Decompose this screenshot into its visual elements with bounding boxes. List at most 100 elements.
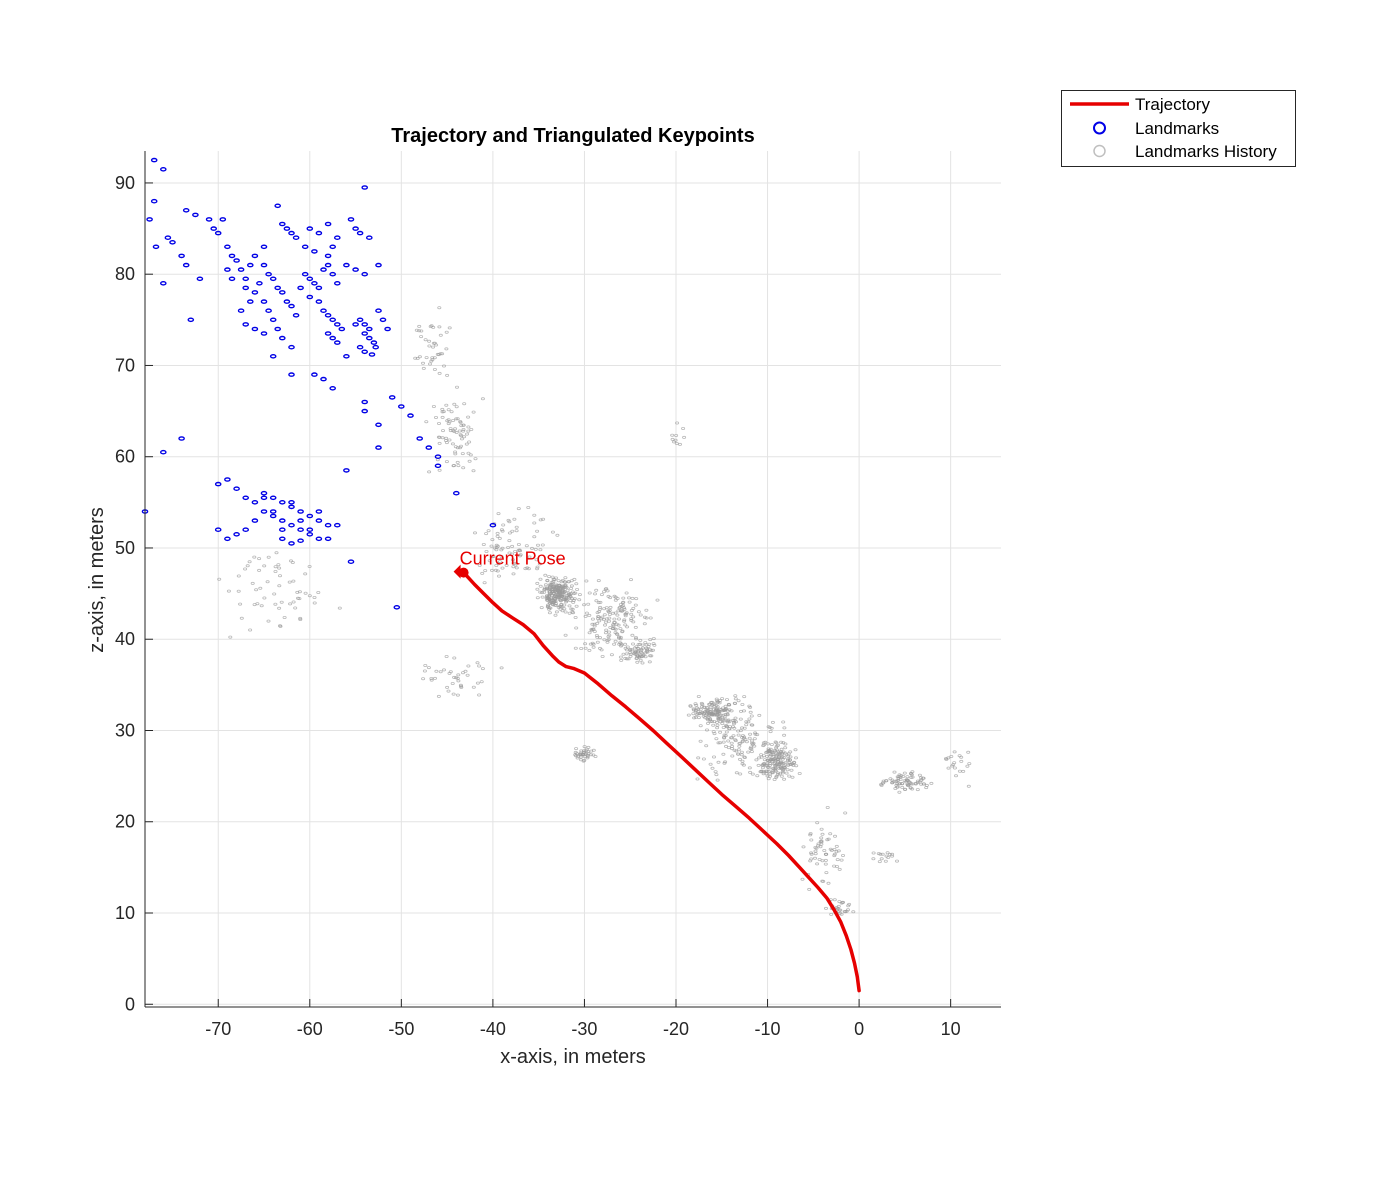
landmarks-history-point — [726, 709, 731, 713]
landmarks-history-point — [884, 854, 889, 858]
landmarks-history-point — [670, 433, 675, 437]
landmarks-history-markers — [217, 306, 972, 916]
landmarks-history-point — [733, 716, 738, 720]
landmarks-history-point — [711, 723, 716, 727]
landmarks-history-point — [790, 775, 795, 779]
landmark-point — [306, 513, 314, 519]
landmarks-history-point — [695, 777, 700, 781]
landmarks-history-point — [952, 761, 957, 765]
landmarks-history-point — [628, 652, 633, 656]
landmarks-history-point — [272, 592, 277, 596]
landmark-point — [269, 276, 277, 282]
landmarks-history-point — [540, 595, 545, 599]
chart-title: Trajectory and Triangulated Keypoints — [391, 125, 754, 147]
landmarks-history-point — [277, 624, 282, 628]
landmarks-history-point — [629, 618, 634, 622]
landmarks-history-point — [423, 338, 428, 342]
landmarks-history-point — [414, 328, 419, 332]
landmarks-history-point — [821, 879, 826, 883]
landmarks-history-point — [624, 652, 629, 656]
landmarks-history-point — [583, 642, 588, 646]
landmarks-history-point — [456, 673, 461, 677]
landmarks-history-point — [446, 689, 451, 693]
landmarks-history-point — [262, 564, 267, 568]
x-tick-label: -20 — [663, 1019, 689, 1039]
landmarks-history-point — [716, 760, 721, 764]
landmark-point — [372, 344, 380, 350]
landmarks-history-point — [675, 421, 680, 425]
legend: Trajectory Landmarks Landmarks History — [1061, 90, 1296, 167]
landmarks-history-point — [601, 618, 606, 622]
landmark-point — [288, 372, 295, 377]
landmark-point — [192, 212, 199, 218]
landmarks-history-point — [646, 645, 651, 649]
landmarks-history-point — [255, 602, 260, 606]
landmarks-history-point — [602, 613, 607, 617]
landmarks-history-point — [640, 646, 645, 650]
landmarks-history-point — [500, 529, 505, 533]
landmarks-history-point — [636, 610, 641, 614]
landmarks-history-point — [766, 742, 771, 746]
landmarks-history-point — [479, 680, 484, 684]
landmarks-history-point — [784, 753, 789, 757]
landmarks-history-point — [446, 418, 451, 422]
landmarks-history-point — [905, 775, 910, 779]
landmarks-history-point — [444, 347, 449, 351]
landmarks-history-point — [808, 833, 813, 837]
landmarks-history-point — [266, 555, 271, 559]
landmarks-history-point — [432, 676, 437, 680]
landmarks-history-point — [740, 726, 745, 730]
landmarks-history-point — [239, 616, 244, 620]
landmark-point — [224, 477, 231, 482]
landmarks-history-point — [617, 617, 622, 621]
landmarks-history-point — [780, 767, 785, 771]
landmark-point — [269, 317, 277, 323]
landmarks-history-point — [892, 770, 897, 774]
landmarks-history-point — [750, 772, 755, 776]
landmark-point — [416, 436, 424, 441]
landmarks-history-point — [424, 356, 429, 360]
landmarks-history-point — [429, 677, 434, 681]
landmarks-history-point — [809, 852, 814, 856]
landmarks-history-point — [288, 559, 293, 563]
landmarks-history-point — [895, 782, 900, 786]
landmarks-history-point — [749, 714, 754, 718]
landmark-point — [434, 454, 442, 460]
landmarks-history-point — [431, 341, 436, 345]
landmarks-history-point — [717, 701, 722, 705]
x-tick-label: -70 — [205, 1019, 231, 1039]
landmarks-history-point — [755, 733, 760, 737]
landmarks-history-point — [550, 589, 555, 593]
landmarks-history-point — [559, 603, 564, 607]
landmarks-history-point — [748, 710, 753, 714]
landmarks-history-point — [710, 713, 715, 717]
landmark-point — [301, 271, 309, 277]
landmarks-history-point — [273, 570, 278, 574]
landmarks-history-point — [619, 609, 624, 613]
landmarks-history-point — [760, 766, 765, 770]
landmarks-history-point — [566, 596, 571, 600]
landmark-point — [246, 262, 254, 268]
landmarks-history-point — [783, 742, 788, 746]
landmarks-history-point — [562, 580, 567, 584]
landmarks-history-point — [628, 647, 633, 651]
landmarks-history-point — [634, 597, 639, 601]
legend-landmarks-history-label: Landmarks History — [1135, 142, 1277, 161]
landmarks-history-point — [593, 592, 598, 596]
landmarks-history-point — [781, 761, 786, 765]
landmarks-history-point — [236, 574, 241, 578]
landmarks-history-point — [769, 757, 774, 761]
landmarks-history-point — [844, 909, 849, 913]
landmarks-history-point — [451, 418, 456, 422]
landmarks-history-point — [465, 673, 470, 677]
landmarks-history-point — [782, 733, 787, 737]
landmarks-history-point — [307, 594, 312, 598]
landmark-point — [347, 559, 355, 565]
landmarks-history-point — [631, 615, 636, 619]
landmarks-history-point — [726, 746, 731, 750]
landmarks-history-point — [535, 581, 540, 585]
landmarks-history-point — [744, 723, 749, 727]
landmarks-history-point — [740, 762, 745, 766]
landmarks-history-point — [733, 694, 738, 698]
y-tick-label: 30 — [115, 720, 135, 740]
